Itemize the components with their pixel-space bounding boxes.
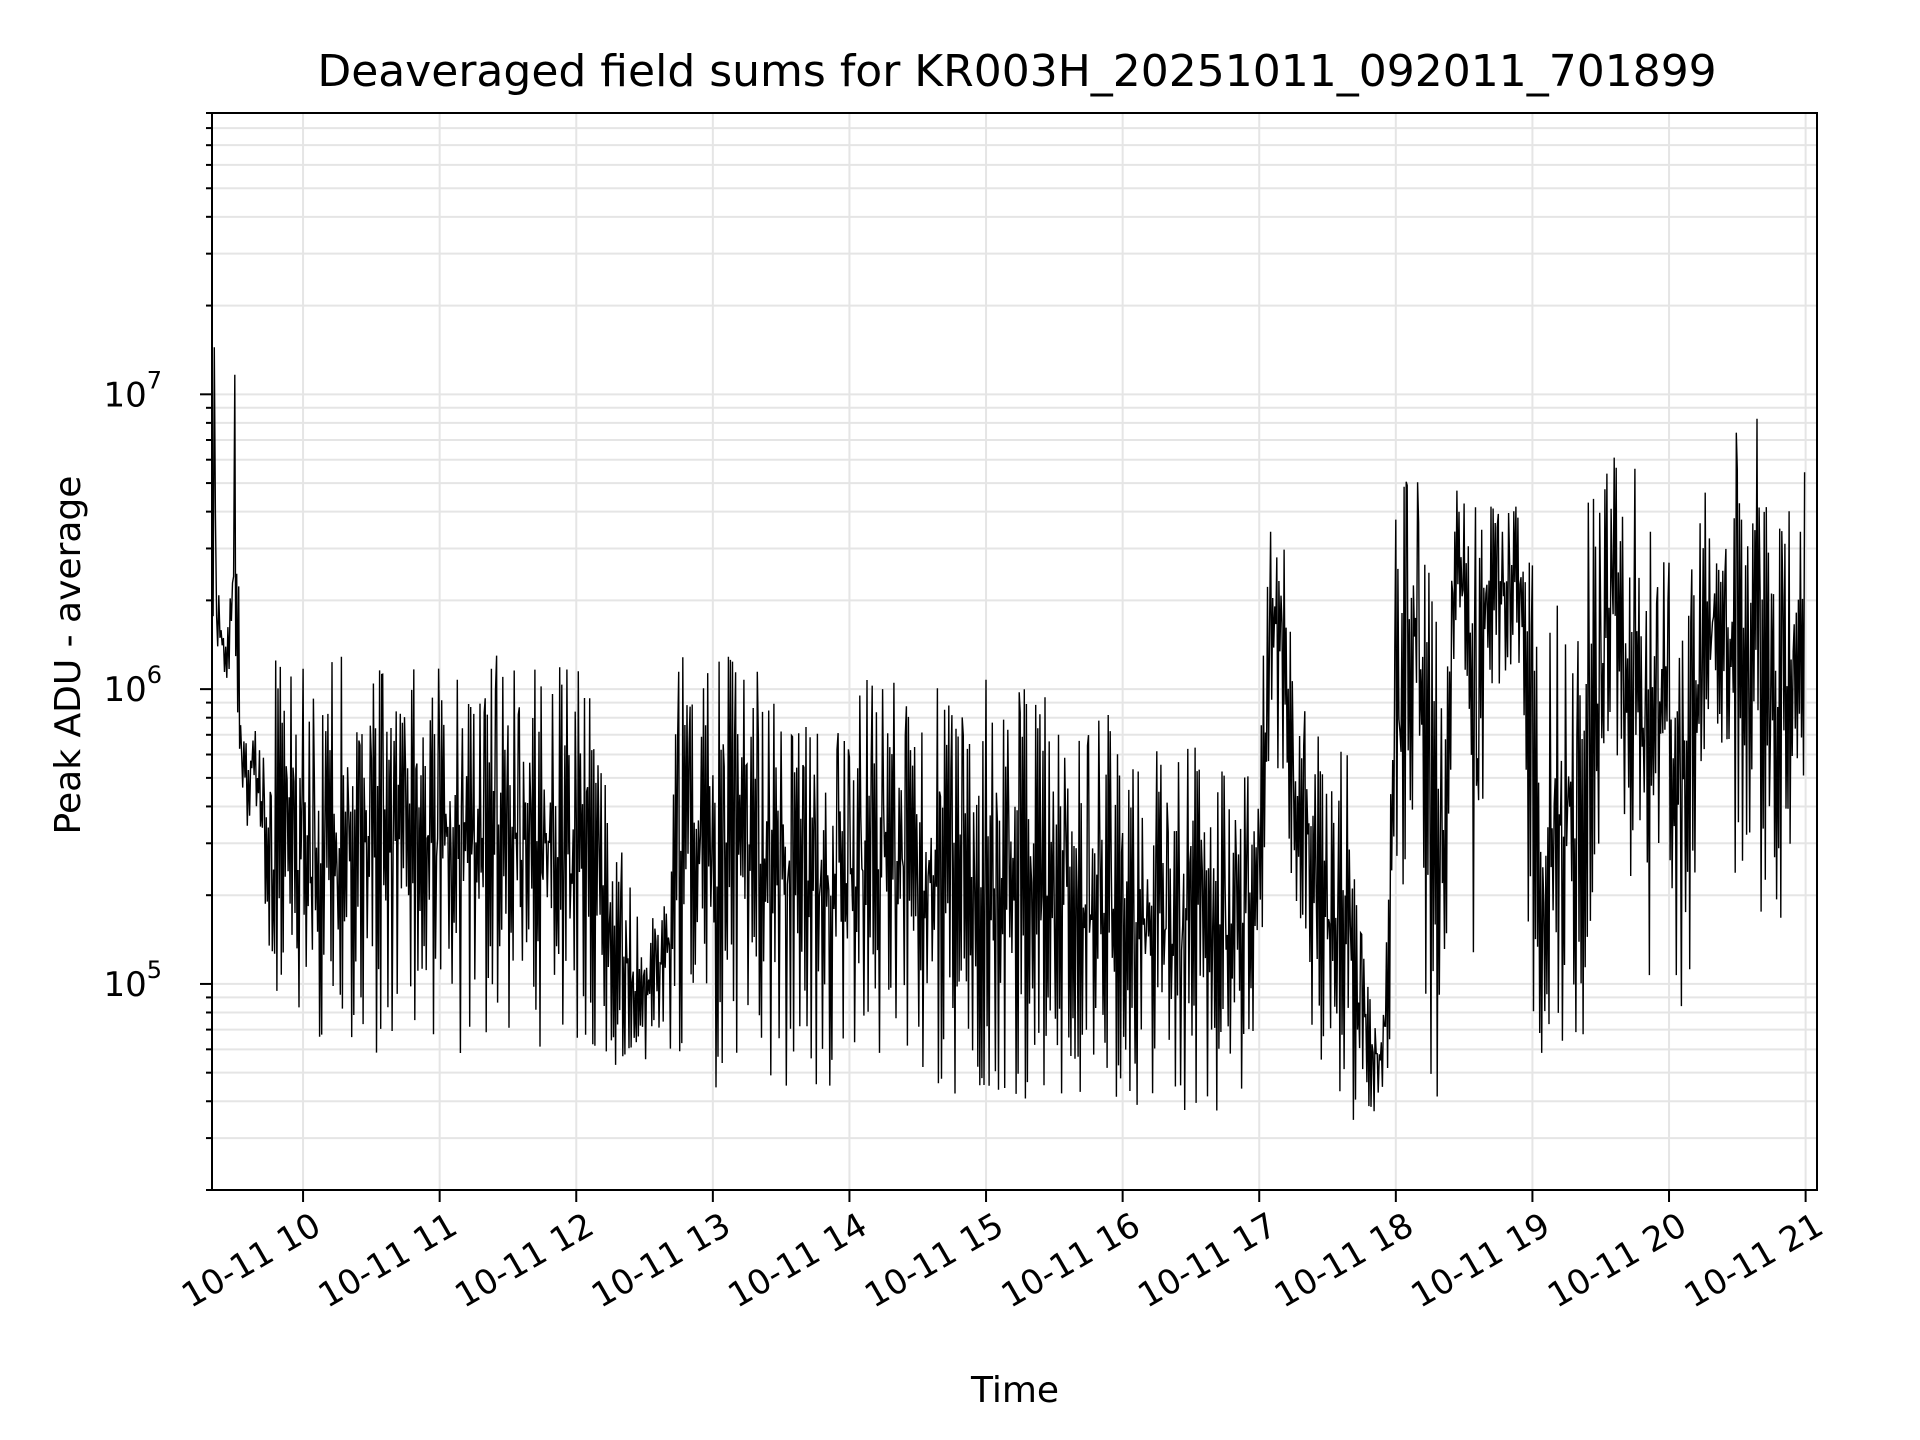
series-line-group [211,347,1806,1120]
x-tick-label: 10-11 12 [448,1205,600,1316]
x-tick-label: 10-11 15 [858,1205,1010,1316]
x-axis-label: Time [970,1370,1059,1411]
x-tick-label: 10-11 17 [1131,1205,1283,1316]
y-axis-label: Peak ADU - average [48,476,89,835]
y-tick-label: 105 [103,956,162,1005]
series-line [211,347,1806,1120]
chart-title: Deaveraged field sums for KR003H_2025101… [317,46,1716,97]
x-tick-label: 10-11 14 [722,1205,874,1316]
x-tick-label: 10-11 13 [585,1205,737,1316]
x-tick-label: 10-11 21 [1678,1205,1830,1316]
y-tick-label: 107 [103,366,162,415]
x-tick-label: 10-11 16 [995,1205,1147,1316]
x-tick-label: 10-11 10 [175,1205,327,1316]
x-tick-label: 10-11 19 [1405,1205,1557,1316]
plot-frame [211,112,1818,1191]
x-tick-label: 10-11 18 [1268,1205,1420,1316]
x-tick-label: 10-11 20 [1541,1205,1693,1316]
x-tick-label: 10-11 11 [312,1205,464,1316]
y-tick-label: 106 [103,661,162,710]
